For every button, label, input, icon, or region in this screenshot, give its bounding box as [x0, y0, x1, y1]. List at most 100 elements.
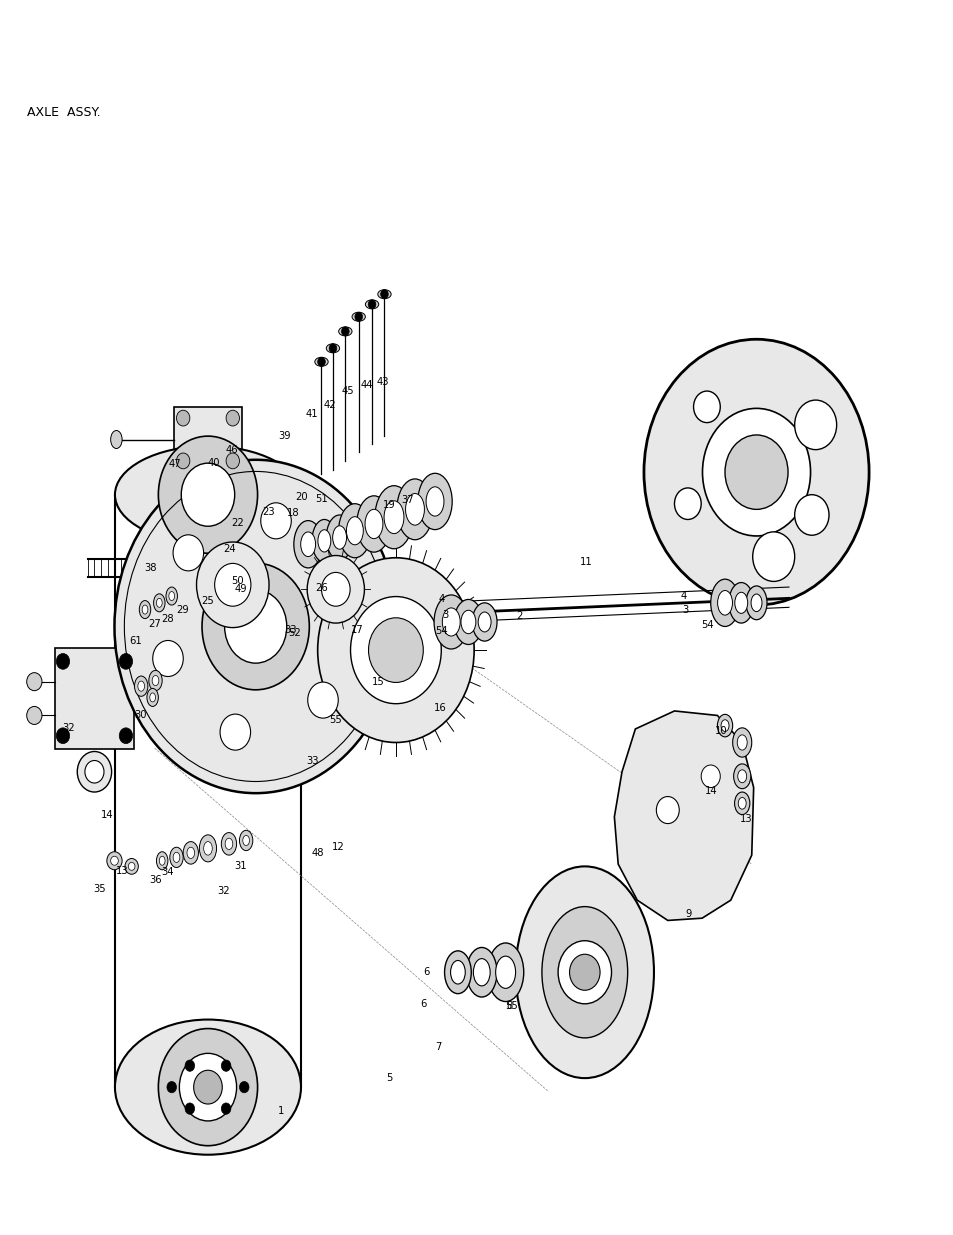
Ellipse shape	[294, 521, 322, 568]
Circle shape	[355, 312, 362, 321]
Circle shape	[196, 542, 269, 627]
Text: 24: 24	[223, 543, 236, 553]
Ellipse shape	[732, 727, 751, 757]
Ellipse shape	[396, 479, 433, 540]
Text: 4: 4	[680, 592, 686, 601]
Ellipse shape	[710, 579, 739, 626]
Ellipse shape	[496, 956, 515, 988]
Circle shape	[329, 343, 336, 353]
Ellipse shape	[326, 515, 353, 559]
Ellipse shape	[326, 343, 339, 353]
Text: 49: 49	[233, 584, 247, 594]
Circle shape	[569, 955, 599, 990]
Ellipse shape	[338, 327, 352, 336]
Text: 19: 19	[382, 500, 395, 510]
Circle shape	[794, 495, 828, 535]
Circle shape	[214, 563, 251, 606]
Circle shape	[328, 577, 358, 613]
Circle shape	[114, 459, 396, 793]
Text: 1: 1	[278, 1105, 284, 1115]
Circle shape	[119, 727, 132, 743]
Circle shape	[56, 653, 70, 669]
Circle shape	[85, 761, 104, 783]
Text: 41: 41	[305, 409, 318, 419]
Text: 16: 16	[434, 703, 447, 713]
Ellipse shape	[173, 852, 179, 862]
Ellipse shape	[477, 613, 491, 632]
Text: 55: 55	[504, 1002, 517, 1011]
Ellipse shape	[314, 357, 328, 367]
Ellipse shape	[111, 856, 118, 866]
Ellipse shape	[487, 944, 523, 1002]
Circle shape	[307, 556, 364, 624]
Ellipse shape	[242, 835, 250, 846]
Ellipse shape	[450, 961, 465, 984]
Text: 23: 23	[261, 506, 274, 516]
Ellipse shape	[356, 495, 391, 552]
Ellipse shape	[745, 585, 766, 620]
Ellipse shape	[166, 587, 177, 605]
Text: 14: 14	[100, 810, 113, 820]
Circle shape	[176, 453, 190, 469]
Text: 52: 52	[288, 629, 301, 638]
Circle shape	[701, 409, 810, 536]
Text: 30: 30	[133, 710, 147, 720]
Ellipse shape	[515, 867, 653, 1078]
Circle shape	[656, 797, 679, 824]
Circle shape	[317, 558, 474, 742]
Text: 9: 9	[685, 909, 691, 919]
Text: 28: 28	[161, 614, 174, 624]
Text: 47: 47	[168, 459, 181, 469]
Circle shape	[27, 673, 42, 690]
Circle shape	[368, 618, 423, 683]
Circle shape	[226, 410, 239, 426]
Ellipse shape	[720, 720, 728, 731]
Circle shape	[220, 714, 251, 750]
Circle shape	[643, 340, 868, 605]
Circle shape	[693, 391, 720, 422]
Text: 54: 54	[700, 620, 714, 630]
Text: PAGE 40 — MQ-MIKASA MDR-9D VIBRATORY ROLLER —  OPERATION AND PARTS MANUAL — REV.: PAGE 40 — MQ-MIKASA MDR-9D VIBRATORY ROL…	[172, 1209, 781, 1219]
Ellipse shape	[454, 599, 482, 645]
Circle shape	[202, 563, 309, 690]
Text: 13: 13	[739, 814, 752, 824]
Circle shape	[181, 463, 234, 526]
Ellipse shape	[187, 847, 194, 858]
Ellipse shape	[444, 951, 471, 994]
Ellipse shape	[365, 300, 378, 309]
Ellipse shape	[125, 858, 138, 874]
Ellipse shape	[128, 862, 135, 871]
Circle shape	[321, 572, 350, 606]
Ellipse shape	[338, 504, 371, 558]
Circle shape	[752, 532, 794, 582]
Text: 12: 12	[332, 842, 345, 852]
Circle shape	[193, 1071, 222, 1104]
Circle shape	[308, 682, 338, 718]
Ellipse shape	[737, 769, 746, 783]
Circle shape	[674, 488, 700, 520]
Ellipse shape	[728, 583, 753, 624]
Text: 2: 2	[517, 611, 522, 621]
Text: 4: 4	[438, 594, 444, 604]
Ellipse shape	[150, 693, 155, 701]
Ellipse shape	[541, 906, 627, 1037]
Text: 45: 45	[341, 387, 355, 396]
Ellipse shape	[737, 735, 746, 750]
Ellipse shape	[750, 594, 761, 611]
Text: 50: 50	[231, 577, 244, 587]
Ellipse shape	[149, 671, 162, 690]
Ellipse shape	[377, 290, 391, 299]
Ellipse shape	[384, 501, 403, 534]
Ellipse shape	[114, 1020, 301, 1155]
Text: 51: 51	[314, 494, 328, 504]
Ellipse shape	[346, 516, 363, 545]
Text: 20: 20	[294, 492, 308, 501]
Ellipse shape	[153, 594, 165, 611]
Ellipse shape	[734, 792, 749, 815]
Text: 55: 55	[329, 715, 342, 725]
Bar	[55, 648, 133, 750]
Circle shape	[317, 357, 325, 367]
Text: 13: 13	[115, 866, 129, 876]
Circle shape	[221, 1060, 231, 1071]
Ellipse shape	[717, 590, 732, 615]
